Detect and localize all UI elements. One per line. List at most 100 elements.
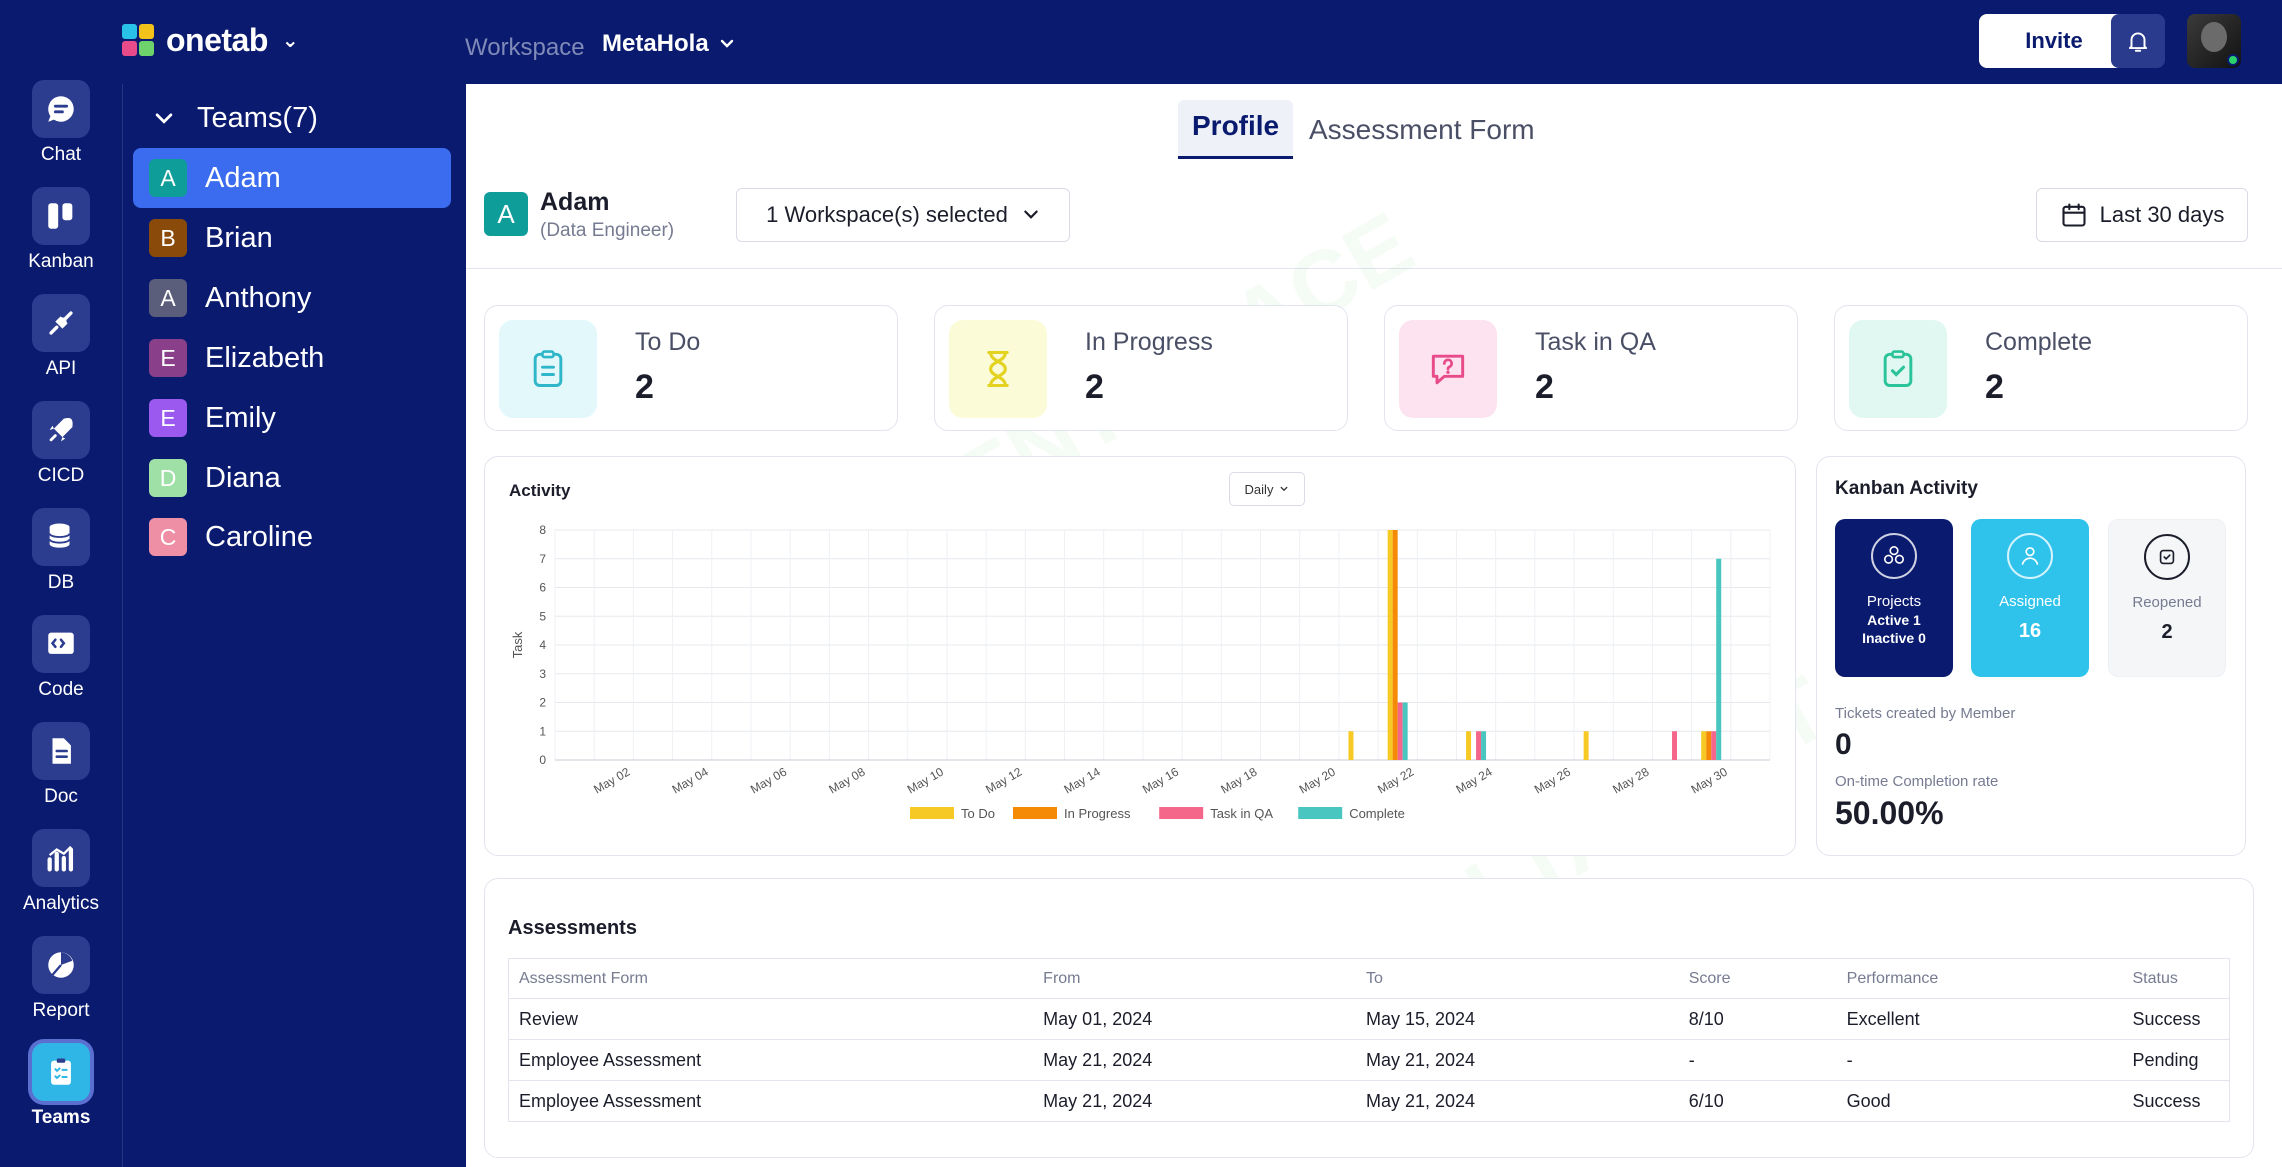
x-tick-label: May 04 <box>670 764 711 796</box>
rail-item-teams[interactable]: Teams <box>0 1043 122 1129</box>
chat-icon <box>32 80 90 138</box>
member-badge: C <box>149 518 187 556</box>
header-divider <box>466 268 2282 269</box>
table-cell: May 21, 2024 <box>1355 1039 1679 1081</box>
stat-card-todo[interactable]: To Do 2 <box>484 305 898 431</box>
stat-value: 2 <box>1535 368 1554 406</box>
rail-item-api[interactable]: API <box>0 294 122 380</box>
tab-profile[interactable]: Profile <box>1178 100 1294 159</box>
tab-assessment-form[interactable]: Assessment Form <box>1309 114 1535 145</box>
team-member-brian[interactable]: B Brian <box>133 208 451 268</box>
member-name: Brian <box>205 221 273 254</box>
table-cell: May 21, 2024 <box>1355 1080 1679 1122</box>
legend-label: Complete <box>1349 806 1405 821</box>
table-row[interactable]: Employee Assessment May 21, 2024 May 21,… <box>508 1080 2230 1122</box>
team-member-diana[interactable]: D Diana <box>133 448 451 508</box>
team-member-caroline[interactable]: C Caroline <box>133 507 451 567</box>
rail-item-cicd[interactable]: CICD <box>0 401 122 487</box>
x-tick-label: May 26 <box>1532 764 1573 796</box>
stat-label: To Do <box>635 328 701 356</box>
teams-clipboard-icon <box>32 1043 90 1101</box>
stat-card-complete[interactable]: Complete 2 <box>1834 305 2248 431</box>
teams-count-label: Teams(7) <box>197 102 318 134</box>
bar-complete <box>1716 558 1722 760</box>
table-cell: May 21, 2024 <box>1033 1039 1356 1081</box>
rail-item-db[interactable]: DB <box>0 508 122 594</box>
team-member-adam[interactable]: A Adam <box>133 148 451 208</box>
member-badge: D <box>149 459 187 497</box>
table-cell: May 01, 2024 <box>1033 998 1356 1040</box>
table-header-row: Assessment Form From To Score Performanc… <box>508 958 2230 999</box>
bar-in-progress <box>1392 530 1398 760</box>
y-tick-label: 6 <box>539 581 546 595</box>
analytics-icon <box>32 829 90 887</box>
teams-header[interactable]: Teams(7) <box>153 102 318 135</box>
x-tick-label: May 24 <box>1454 764 1495 796</box>
notifications-button[interactable] <box>2111 14 2165 68</box>
chevron-down-icon[interactable]: ⌄ <box>281 30 299 52</box>
kanban-tile-reopened[interactable]: Reopened 2 <box>2108 519 2226 677</box>
table-row[interactable]: Employee Assessment May 21, 2024 May 21,… <box>508 1039 2230 1081</box>
team-member-elizabeth[interactable]: E Elizabeth <box>133 328 451 388</box>
member-name: Diana <box>205 461 281 494</box>
rail-item-doc[interactable]: Doc <box>0 722 122 808</box>
kanban-tile-assigned[interactable]: Assigned 16 <box>1971 519 2089 677</box>
team-member-emily[interactable]: E Emily <box>133 388 451 448</box>
document-icon <box>32 722 90 780</box>
clipboard-check-icon <box>1849 320 1947 418</box>
table-row[interactable]: Review May 01, 2024 May 15, 2024 8/10 Ex… <box>508 998 2230 1040</box>
ontime-rate-label: On-time Completion rate <box>1835 773 1999 790</box>
rail-item-code[interactable]: Code <box>0 615 122 701</box>
rail-item-chat[interactable]: Chat <box>0 80 122 166</box>
stat-label: Task in QA <box>1535 328 1656 356</box>
question-chat-icon <box>1399 320 1497 418</box>
date-range-button[interactable]: Last 30 days <box>2036 188 2248 242</box>
kanban-icon <box>32 187 90 245</box>
workspace-switcher[interactable]: MetaHola <box>602 30 735 58</box>
top-bar: onetab ⌄ Workspace MetaHola Invite <box>0 0 2282 84</box>
teams-panel: Teams(7) A Adam B Brian A Anthony E Eliz… <box>122 84 466 1167</box>
database-icon <box>32 508 90 566</box>
x-tick-label: May 10 <box>905 764 946 796</box>
legend-label: To Do <box>961 806 995 821</box>
kanban-tile-projects[interactable]: Projects Active 1 Inactive 0 <box>1835 519 1953 677</box>
user-avatar[interactable] <box>2187 14 2241 68</box>
table-cell: 6/10 <box>1678 1080 1837 1122</box>
x-tick-label: May 14 <box>1062 764 1103 796</box>
granularity-dropdown[interactable]: Daily <box>1229 472 1305 506</box>
legend-swatch <box>1298 807 1343 819</box>
column-header: Score <box>1678 958 1837 999</box>
column-header: Status <box>2122 958 2230 999</box>
profile-role: (Data Engineer) <box>540 220 675 241</box>
app-logo[interactable]: onetab ⌄ <box>122 22 299 59</box>
bar-task-in-qa <box>1672 731 1678 760</box>
reopened-check-icon <box>2144 534 2190 580</box>
profile-badge: A <box>484 192 528 236</box>
column-header: Assessment Form <box>508 958 1034 999</box>
y-tick-label: 1 <box>539 724 546 738</box>
legend-swatch <box>910 807 954 819</box>
invite-button[interactable]: Invite <box>1979 14 2129 68</box>
table-cell: May 15, 2024 <box>1355 998 1679 1040</box>
bar-to-do <box>1348 731 1354 760</box>
member-badge: A <box>149 279 187 317</box>
column-header: Performance <box>1836 958 2123 999</box>
table-cell: - <box>1836 1039 2123 1081</box>
rail-item-analytics[interactable]: Analytics <box>0 829 122 915</box>
rail-item-kanban[interactable]: Kanban <box>0 187 122 273</box>
x-tick-label: May 12 <box>983 764 1024 796</box>
workspace-select-dropdown[interactable]: 1 Workspace(s) selected <box>736 188 1070 242</box>
table-cell: Success <box>2122 1080 2230 1122</box>
legend-swatch <box>1159 807 1204 819</box>
bar-to-do <box>1466 731 1472 760</box>
legend-label: Task in QA <box>1210 806 1273 821</box>
assessments-title: Assessments <box>508 917 637 939</box>
date-range-label: Last 30 days <box>2099 202 2225 227</box>
rail-item-report[interactable]: Report <box>0 936 122 1022</box>
assessments-table: Assessment Form From To Score Performanc… <box>508 958 2230 1122</box>
member-name: Caroline <box>205 520 313 553</box>
reopened-value: 2 <box>2161 621 2173 643</box>
stat-card-in-progress[interactable]: In Progress 2 <box>934 305 1348 431</box>
team-member-anthony[interactable]: A Anthony <box>133 268 451 328</box>
stat-card-task-in-qa[interactable]: Task in QA 2 <box>1384 305 1798 431</box>
